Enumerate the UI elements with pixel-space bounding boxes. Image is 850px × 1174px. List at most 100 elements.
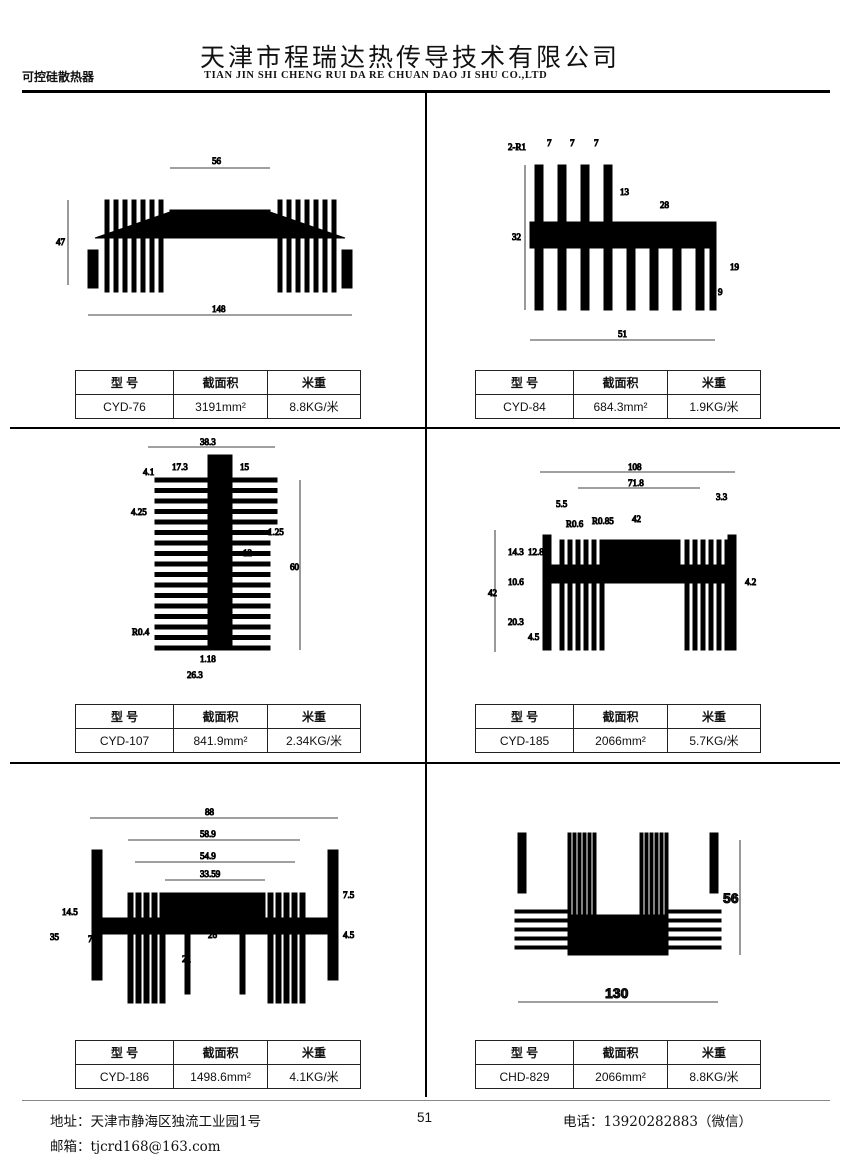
fin — [567, 539, 573, 651]
column-header: 米重 — [267, 704, 361, 729]
fin — [665, 909, 722, 914]
fin — [151, 892, 158, 1004]
column-header: 截面积 — [573, 370, 668, 395]
fin — [113, 199, 119, 293]
fin — [154, 603, 209, 609]
header-rule — [22, 90, 830, 93]
dim-label: 58.9 — [200, 829, 216, 839]
fin — [154, 509, 209, 514]
dim-label: 47 — [56, 237, 66, 247]
spec-table-cyd-84: 型 号截面积 米重 CYD-84 684.3mm² 1.9KG/米 — [475, 370, 761, 419]
table-row: CYD-76 3191mm² 8.8KG/米 — [75, 394, 361, 419]
fin — [283, 892, 290, 1004]
fin — [231, 488, 278, 493]
fin — [154, 624, 209, 630]
fin — [514, 927, 571, 932]
fin — [231, 498, 278, 504]
dim-label: 28 — [660, 200, 670, 210]
column-header: 米重 — [667, 1040, 761, 1065]
fin — [313, 199, 319, 293]
fin — [695, 247, 705, 311]
fin — [580, 164, 590, 223]
dim-label: 7.5 — [343, 890, 355, 900]
fin — [700, 539, 706, 651]
fin — [154, 551, 209, 556]
fin — [592, 832, 597, 919]
fin — [154, 572, 209, 577]
dim-label: 14.5 — [62, 907, 78, 917]
table-header-row: 型 号截面积 米重 — [75, 1040, 361, 1065]
fin — [231, 635, 271, 640]
drawing-cyd-186: 88 58.9 54.9 33.59 14.5 35 7 26 21 4.5 7… — [50, 807, 355, 1004]
dim-label: 56 — [723, 890, 739, 906]
table-cell: CYD-76 — [75, 394, 174, 419]
table-cell: CYD-84 — [475, 394, 574, 419]
fin — [91, 849, 103, 981]
table-cell: 1498.6mm² — [173, 1064, 268, 1089]
fin — [557, 164, 567, 223]
fin — [649, 247, 659, 311]
table-cell: 2066mm² — [573, 1064, 668, 1089]
table-header-row: 型 号截面积 米重 — [75, 704, 361, 729]
column-header: 米重 — [667, 704, 761, 729]
fin — [299, 892, 306, 1004]
drawing-cyd-185: 108 71.8 5.5 R0.6 R0.85 42 3.3 14.3 12.8… — [488, 462, 757, 652]
dim-label: 9 — [718, 287, 723, 297]
drawing-chd-829: 56 130 — [514, 832, 741, 1003]
fin — [684, 539, 690, 651]
spec-table-cyd-107: 型 号截面积 米重 CYD-107 841.9mm² 2.34KG/米 — [75, 704, 361, 753]
fin — [154, 488, 209, 493]
dim-label: R0.4 — [132, 627, 150, 637]
dim-label: 7 — [547, 138, 552, 148]
fin — [239, 933, 246, 995]
fin — [231, 582, 271, 588]
fin — [154, 635, 209, 640]
table-cell: CHD-829 — [475, 1064, 574, 1089]
table-cell: 2066mm² — [573, 728, 668, 753]
fin — [291, 892, 298, 1004]
fin — [295, 199, 301, 293]
table-row: CYD-84 684.3mm² 1.9KG/米 — [475, 394, 761, 419]
fin — [154, 582, 209, 588]
fin — [534, 164, 544, 223]
table-cell: 684.3mm² — [573, 394, 668, 419]
fin — [322, 199, 328, 293]
column-header: 型 号 — [75, 704, 174, 729]
fin — [709, 221, 717, 311]
dim-label: 12.8 — [528, 547, 544, 557]
column-header: 米重 — [267, 370, 361, 395]
column-header: 型 号 — [475, 704, 574, 729]
dim-label: 12 — [243, 548, 252, 558]
dim-label: 4.5 — [528, 632, 540, 642]
dim-label: 35 — [50, 932, 60, 942]
fin — [575, 539, 581, 651]
fin — [154, 530, 209, 535]
fin — [231, 561, 271, 567]
dim-label: 26 — [208, 930, 218, 940]
column-header: 截面积 — [173, 704, 268, 729]
dim-label: 4.25 — [131, 507, 147, 517]
fin — [127, 892, 134, 1004]
dim-label: 71.8 — [628, 478, 644, 488]
fin — [286, 199, 292, 293]
fin — [692, 539, 698, 651]
drawing-cyd-84: 2-R1 7 7 7 13 28 32 6 19 9 51 — [508, 138, 740, 341]
dim-label: 60 — [290, 562, 300, 572]
column-header: 米重 — [667, 370, 761, 395]
fin — [277, 199, 283, 293]
fin — [231, 645, 271, 651]
fin — [231, 540, 271, 546]
dim-label: 4.5 — [343, 930, 355, 940]
fin — [267, 892, 274, 1004]
fin — [231, 551, 271, 556]
column-header: 型 号 — [475, 370, 574, 395]
fin — [514, 936, 571, 941]
fin — [104, 199, 110, 293]
column-header: 型 号 — [75, 1040, 174, 1065]
dim-label: 20.3 — [508, 617, 524, 627]
dim-label: 7 — [88, 934, 93, 944]
spec-table-cyd-185: 型 号截面积 米重 CYD-185 2066mm² 5.7KG/米 — [475, 704, 761, 753]
fin — [591, 539, 597, 651]
fin — [727, 534, 737, 651]
fin — [708, 539, 714, 651]
